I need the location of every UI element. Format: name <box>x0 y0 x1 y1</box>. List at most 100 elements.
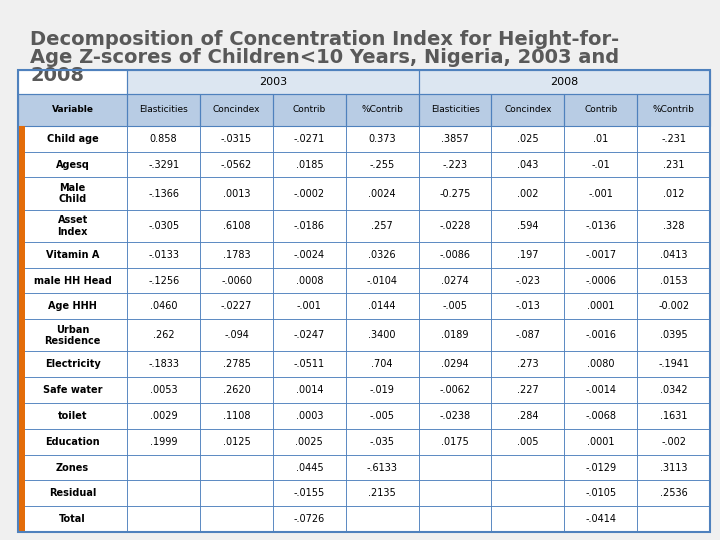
Text: -.0006: -.0006 <box>585 275 616 286</box>
Bar <box>492 242 564 268</box>
Bar <box>18 242 127 268</box>
Bar <box>273 242 346 268</box>
Bar <box>637 455 710 481</box>
Bar <box>418 455 492 481</box>
Text: -.001: -.001 <box>297 301 322 312</box>
Bar <box>18 268 127 293</box>
Text: .0024: .0024 <box>369 188 396 199</box>
Bar <box>200 377 273 403</box>
Bar <box>492 481 564 506</box>
Bar <box>127 293 200 319</box>
Bar <box>127 178 200 210</box>
Bar <box>127 268 200 293</box>
Bar <box>418 268 492 293</box>
Bar <box>273 210 346 242</box>
Bar <box>127 377 200 403</box>
Bar <box>18 210 127 242</box>
Text: .3400: .3400 <box>369 330 396 340</box>
Text: Age Z-scores of Children<10 Years, Nigeria, 2003 and: Age Z-scores of Children<10 Years, Niger… <box>30 48 619 67</box>
Bar <box>418 455 492 481</box>
Bar <box>637 178 710 210</box>
Bar <box>418 429 492 455</box>
Text: Safe water: Safe water <box>43 385 102 395</box>
Bar <box>564 352 637 377</box>
Bar <box>127 319 200 352</box>
Bar <box>492 268 564 293</box>
Bar <box>564 152 637 178</box>
Text: Vitamin A: Vitamin A <box>46 250 99 260</box>
Bar <box>346 178 418 210</box>
Bar <box>564 93 637 126</box>
Bar <box>637 506 710 532</box>
Bar <box>637 126 710 152</box>
Bar <box>127 352 200 377</box>
Bar <box>418 506 492 532</box>
Bar <box>18 293 127 319</box>
Bar <box>637 481 710 506</box>
Bar <box>564 319 637 352</box>
Bar <box>418 126 492 152</box>
Text: 2008: 2008 <box>30 66 84 85</box>
Bar <box>127 429 200 455</box>
Text: .227: .227 <box>517 385 539 395</box>
Bar <box>346 293 418 319</box>
Text: -.0238: -.0238 <box>439 411 471 421</box>
Bar <box>200 403 273 429</box>
Bar <box>492 377 564 403</box>
Bar <box>200 126 273 152</box>
Bar <box>200 268 273 293</box>
Bar <box>418 377 492 403</box>
Text: .3857: .3857 <box>441 134 469 144</box>
Bar <box>273 455 346 481</box>
Text: -.6133: -.6133 <box>366 463 397 472</box>
Bar <box>564 293 637 319</box>
Bar <box>18 268 25 293</box>
Text: -.0305: -.0305 <box>148 221 179 231</box>
Text: .262: .262 <box>153 330 174 340</box>
Bar <box>18 455 127 481</box>
Bar <box>637 178 710 210</box>
Bar <box>418 70 710 93</box>
Bar <box>18 178 25 210</box>
Bar <box>492 319 564 352</box>
Bar <box>18 242 127 268</box>
Bar <box>273 455 346 481</box>
Bar <box>273 242 346 268</box>
Bar <box>18 403 127 429</box>
Text: .0342: .0342 <box>660 385 688 395</box>
Bar <box>18 455 127 481</box>
Bar <box>637 268 710 293</box>
Text: -.0060: -.0060 <box>221 275 252 286</box>
Bar <box>200 93 273 126</box>
Bar <box>637 319 710 352</box>
Bar <box>346 126 418 152</box>
Bar <box>492 429 564 455</box>
Bar <box>127 429 200 455</box>
Bar <box>273 126 346 152</box>
Bar <box>346 178 418 210</box>
Bar <box>127 242 200 268</box>
Text: -.0105: -.0105 <box>585 488 616 498</box>
Bar <box>346 377 418 403</box>
Bar <box>418 93 492 126</box>
Text: .2785: .2785 <box>222 360 251 369</box>
Bar <box>637 152 710 178</box>
Bar <box>418 70 710 93</box>
Bar <box>637 506 710 532</box>
Text: Decomposition of Concentration Index for Height-for-: Decomposition of Concentration Index for… <box>30 30 619 49</box>
Text: -.005: -.005 <box>443 301 467 312</box>
Bar <box>637 152 710 178</box>
Bar <box>127 293 200 319</box>
Text: -.001: -.001 <box>588 188 613 199</box>
Bar <box>346 352 418 377</box>
Bar <box>418 210 492 242</box>
Bar <box>418 126 492 152</box>
Text: .0144: .0144 <box>369 301 396 312</box>
Bar <box>200 293 273 319</box>
Bar <box>18 352 127 377</box>
Bar <box>492 352 564 377</box>
Text: -.0129: -.0129 <box>585 463 616 472</box>
Bar <box>492 93 564 126</box>
Bar <box>418 293 492 319</box>
Bar <box>492 403 564 429</box>
